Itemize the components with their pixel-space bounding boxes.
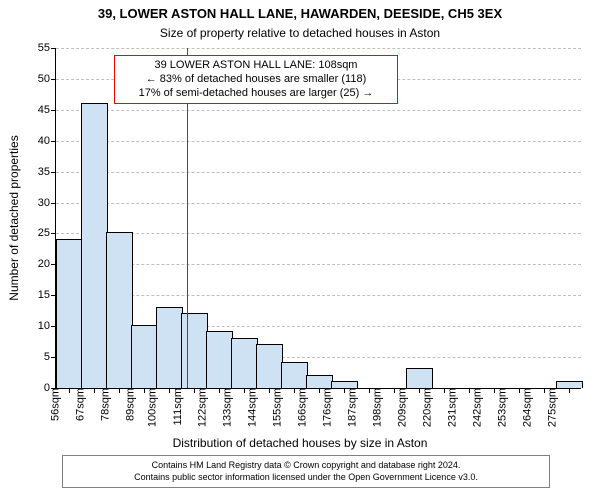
- x-tick-label: 209sqm: [390, 388, 408, 427]
- histogram-bar: [56, 239, 83, 388]
- x-tick-label: 67sqm: [68, 388, 86, 421]
- x-axis-label: Distribution of detached houses by size …: [0, 436, 600, 450]
- plot-area: 39 LOWER ASTON HALL LANE: 108sqm ← 83% o…: [55, 48, 581, 389]
- y-tick-label: 50: [38, 73, 56, 85]
- x-tick-label: 89sqm: [118, 388, 136, 421]
- annotation-line1: 39 LOWER ASTON HALL LANE: 108sqm: [121, 59, 391, 73]
- y-tick-label: 35: [38, 166, 56, 178]
- x-tick-label: 144sqm: [240, 388, 258, 427]
- y-tick-label: 40: [38, 135, 56, 147]
- y-tick-label: 5: [44, 351, 56, 363]
- x-tick-label: 78sqm: [93, 388, 111, 421]
- annotation-line3: 17% of semi-detached houses are larger (…: [121, 87, 391, 101]
- histogram-bar: [281, 362, 308, 388]
- footer-attribution: Contains HM Land Registry data © Crown c…: [62, 455, 550, 488]
- chart-title: 39, LOWER ASTON HALL LANE, HAWARDEN, DEE…: [0, 6, 600, 21]
- histogram-bar: [556, 381, 583, 388]
- y-tick-label: 55: [38, 42, 56, 54]
- y-tick-label: 25: [38, 227, 56, 239]
- histogram-bar: [306, 375, 333, 388]
- histogram-bar: [131, 325, 158, 388]
- histogram-bar: [231, 338, 258, 388]
- x-tick-label: 155sqm: [265, 388, 283, 427]
- x-tick-label: 198sqm: [365, 388, 383, 427]
- histogram-bar: [181, 313, 208, 388]
- histogram-bar: [81, 103, 108, 388]
- y-tick-label: 15: [38, 289, 56, 301]
- annotation-box: 39 LOWER ASTON HALL LANE: 108sqm ← 83% o…: [114, 55, 398, 104]
- histogram-bar: [256, 344, 283, 388]
- footer-line1: Contains HM Land Registry data © Crown c…: [69, 460, 543, 472]
- histogram-bar: [406, 368, 433, 388]
- histogram-chart: 39, LOWER ASTON HALL LANE, HAWARDEN, DEE…: [0, 0, 600, 500]
- x-tick-label: 111sqm: [166, 388, 184, 426]
- x-tick-label: 275sqm: [540, 388, 558, 427]
- histogram-bar: [156, 307, 183, 388]
- y-tick-label: 30: [38, 197, 56, 209]
- histogram-bar: [106, 232, 133, 388]
- x-tick-label: 56sqm: [43, 388, 61, 421]
- x-tick-mark: [569, 388, 570, 393]
- annotation-line2: ← 83% of detached houses are smaller (11…: [121, 73, 391, 87]
- y-tick-label: 20: [38, 258, 56, 270]
- x-tick-label: 176sqm: [315, 388, 333, 427]
- y-axis-label: Number of detached properties: [7, 135, 21, 300]
- x-tick-label: 133sqm: [215, 388, 233, 427]
- x-tick-label: 231sqm: [440, 388, 458, 427]
- x-tick-label: 242sqm: [465, 388, 483, 427]
- y-tick-label: 10: [38, 320, 56, 332]
- x-tick-label: 264sqm: [515, 388, 533, 427]
- histogram-bar: [206, 331, 233, 388]
- y-tick-label: 45: [38, 104, 56, 116]
- x-tick-label: 100sqm: [140, 388, 158, 427]
- x-tick-label: 187sqm: [340, 388, 358, 427]
- footer-line2: Contains public sector information licen…: [69, 472, 543, 484]
- x-tick-label: 166sqm: [290, 388, 308, 427]
- chart-subtitle: Size of property relative to detached ho…: [0, 26, 600, 40]
- x-tick-label: 122sqm: [190, 388, 208, 427]
- histogram-bar: [331, 381, 358, 388]
- x-tick-label: 253sqm: [490, 388, 508, 427]
- x-tick-label: 220sqm: [415, 388, 433, 427]
